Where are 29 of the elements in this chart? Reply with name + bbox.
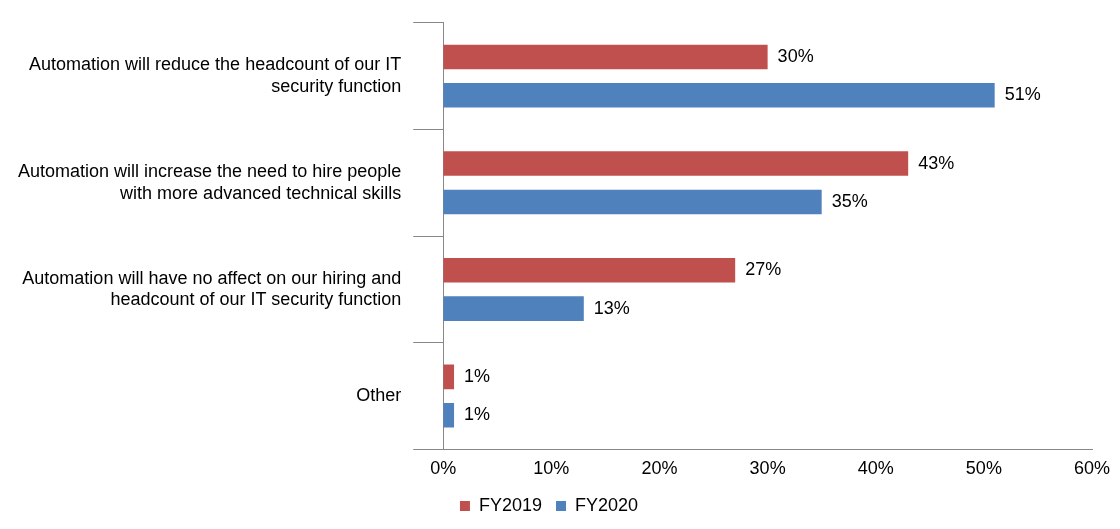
x-tick-label: 60% xyxy=(1073,458,1111,479)
x-tick-label: 30% xyxy=(749,458,786,479)
x-tick-label: 50% xyxy=(965,458,1002,479)
bar xyxy=(443,189,822,215)
data-label: 30% xyxy=(777,45,814,66)
x-tick-label: 40% xyxy=(857,458,894,479)
data-label: 1% xyxy=(464,404,491,425)
bar xyxy=(443,83,995,108)
x-tick-label: 20% xyxy=(641,458,678,479)
y-tick-label: Automation will have no affect on our hiring and headcount of our IT security function xyxy=(22,267,402,310)
data-label: 1% xyxy=(464,365,491,386)
x-tick-label: 10% xyxy=(533,458,570,479)
y-tick-label: Automation will reduce the headcount of our IT security function xyxy=(29,54,402,96)
legend-label: FY2020 xyxy=(575,494,639,515)
data-label: 27% xyxy=(745,259,782,280)
bar xyxy=(443,364,455,390)
data-label: 13% xyxy=(593,297,630,318)
bar xyxy=(443,402,455,428)
data-label: 43% xyxy=(918,152,955,173)
legend-label: FY2019 xyxy=(478,494,542,515)
data-label: 35% xyxy=(831,190,868,211)
y-tick-label: Other xyxy=(356,385,402,406)
bar xyxy=(443,44,768,70)
bar xyxy=(443,151,909,176)
y-tick-label: Automation will increase the need to hire people with more advanced technical skills xyxy=(17,160,402,203)
bar xyxy=(443,257,736,283)
x-tick-label: 0% xyxy=(430,458,457,479)
bar xyxy=(443,296,584,321)
data-label: 51% xyxy=(1004,84,1041,105)
